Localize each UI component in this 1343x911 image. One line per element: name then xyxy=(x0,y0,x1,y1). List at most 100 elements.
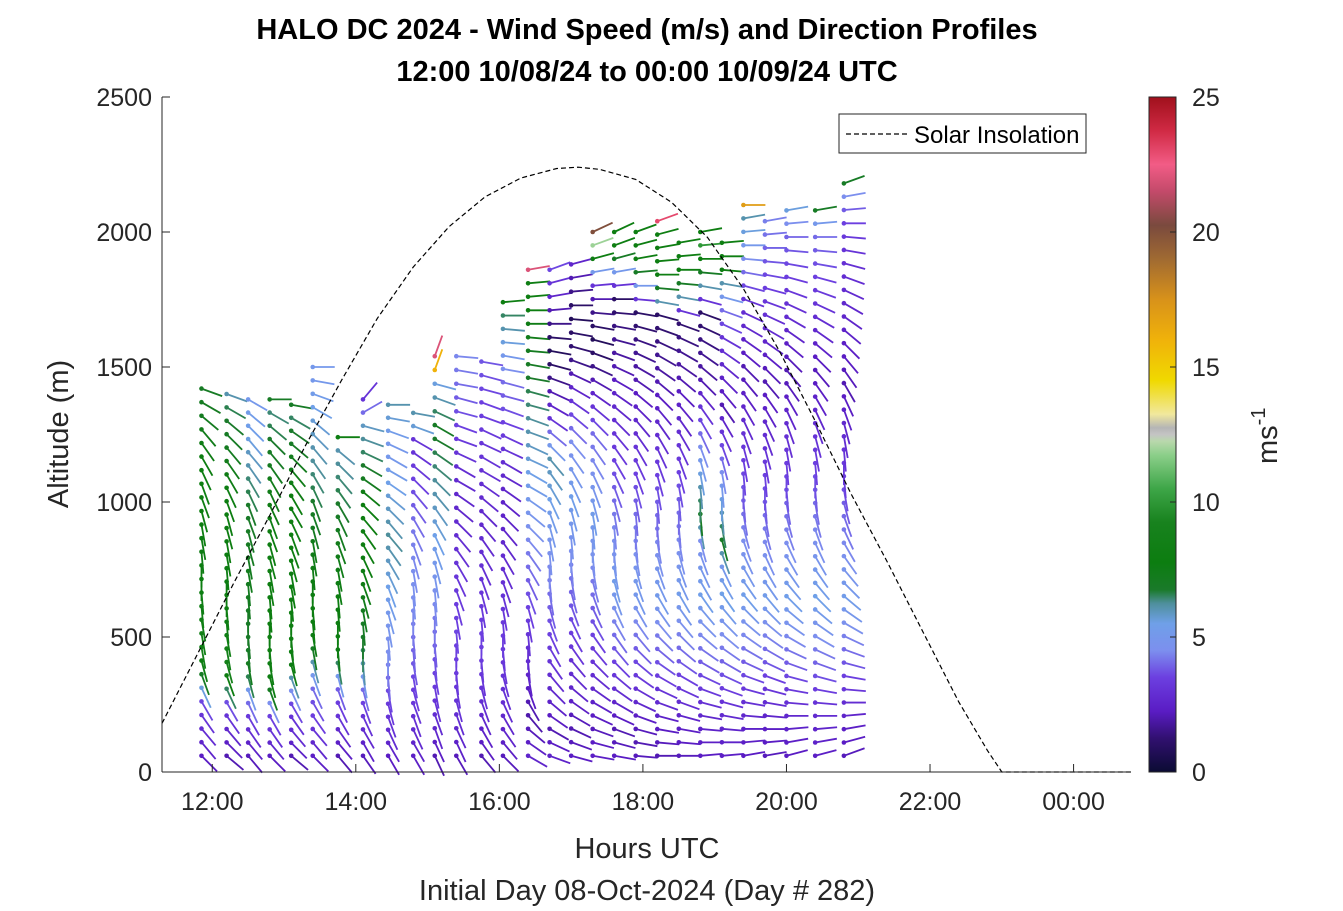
wind-vector-head xyxy=(288,727,294,733)
wind-vector-head xyxy=(741,525,746,530)
wind-vector-shaft xyxy=(311,527,320,550)
wind-vector-shaft xyxy=(843,175,865,185)
wind-vector-shaft xyxy=(312,755,329,772)
wind-vector-shaft xyxy=(721,727,744,732)
wind-vector-head xyxy=(762,245,768,251)
wind-vector-head xyxy=(841,287,847,293)
wind-vector-head xyxy=(698,417,703,423)
wind-vector-head xyxy=(224,565,229,571)
wind-vector-shaft xyxy=(785,382,800,402)
wind-vector-head xyxy=(698,592,703,597)
wind-vector-head xyxy=(762,339,768,344)
wind-vector-head xyxy=(432,491,438,497)
wind-vector-shaft xyxy=(764,581,779,601)
wind-vector-head xyxy=(479,440,484,446)
wind-vector-shaft xyxy=(699,607,716,626)
wind-vector-shaft xyxy=(764,714,787,719)
wind-vector-head xyxy=(841,740,847,745)
wind-vector-head xyxy=(547,645,552,651)
wind-vector-head xyxy=(453,588,459,593)
wind-vector-head xyxy=(547,510,552,516)
wind-vector-shaft xyxy=(843,608,863,623)
wind-vector-head xyxy=(812,460,818,466)
wind-vector-shaft xyxy=(247,689,257,711)
wind-vector-shaft xyxy=(362,557,374,579)
wind-vector-head xyxy=(590,471,595,477)
wind-vector-shaft xyxy=(502,515,520,532)
wind-vector-head xyxy=(698,726,703,732)
wind-vector-shaft xyxy=(549,741,570,753)
wind-vector-shaft xyxy=(678,295,701,302)
wind-vector-head xyxy=(698,632,703,638)
wind-vector-head xyxy=(500,606,506,612)
wind-vector-head xyxy=(410,740,416,745)
wind-vector-head xyxy=(633,726,639,732)
wind-vector-shaft xyxy=(455,741,467,763)
wind-vector-shaft xyxy=(433,348,444,371)
wind-vector-head xyxy=(611,686,617,691)
wind-vector-shaft xyxy=(613,221,635,233)
wind-vector-shaft xyxy=(635,223,657,233)
wind-vector-shaft xyxy=(721,377,739,394)
wind-vector-shaft xyxy=(613,446,628,466)
wind-vector-head xyxy=(841,234,847,239)
wind-vector-head xyxy=(224,753,229,759)
wind-vector-head xyxy=(310,659,316,665)
wind-vector-head xyxy=(410,582,416,587)
wind-vector-shaft xyxy=(527,687,537,710)
wind-vector-shaft xyxy=(527,336,551,341)
wind-vector-head xyxy=(698,672,703,678)
wind-vector-head xyxy=(500,580,506,585)
wind-vector-shaft xyxy=(502,541,517,561)
wind-vector-shaft xyxy=(764,448,772,470)
wind-vector-head xyxy=(654,325,660,331)
wind-vector-head xyxy=(611,578,617,584)
wind-vector-head xyxy=(385,701,391,707)
wind-vector-head xyxy=(784,514,789,519)
wind-vector-shaft xyxy=(548,553,553,576)
wind-vector-head xyxy=(611,713,617,718)
wind-vector-shaft xyxy=(387,495,406,511)
wind-vector-head xyxy=(547,672,552,678)
wind-vector-shaft xyxy=(570,496,580,518)
wind-vector-shaft xyxy=(362,570,372,592)
x-tick-label: 22:00 xyxy=(899,788,962,816)
wind-vector-shaft xyxy=(337,543,347,565)
wind-vector-head xyxy=(547,699,552,705)
wind-vector-shaft xyxy=(635,714,657,724)
wind-vector-shaft xyxy=(362,400,383,414)
wind-vector-head xyxy=(500,473,506,478)
wind-vector-head xyxy=(611,511,617,517)
wind-vector-head xyxy=(245,542,251,547)
wind-vector-head xyxy=(719,362,725,367)
wind-vector-head xyxy=(841,527,847,532)
wind-vector-head xyxy=(633,337,639,342)
wind-vector-shaft xyxy=(362,755,377,775)
wind-vector-head xyxy=(245,397,251,402)
wind-vector-head xyxy=(547,416,552,421)
wind-vector-shaft xyxy=(362,477,382,492)
wind-vector-head xyxy=(288,519,294,525)
wind-vector-shaft xyxy=(786,205,809,212)
wind-vector-shaft xyxy=(200,497,210,519)
wind-vector-shaft xyxy=(843,542,856,563)
wind-vector-shaft xyxy=(455,465,476,479)
wind-vector-head xyxy=(719,483,725,489)
wind-vector-shaft xyxy=(764,394,779,414)
wind-vector-head xyxy=(267,423,272,429)
wind-vector-head xyxy=(590,646,595,651)
wind-vector-shaft xyxy=(678,727,701,734)
wind-vector-shaft xyxy=(570,359,593,369)
wind-vector-shaft xyxy=(656,661,676,676)
wind-vector-shaft xyxy=(764,674,786,684)
wind-vector-head xyxy=(500,740,506,745)
wind-vector-shaft xyxy=(700,284,723,291)
wind-vector-head xyxy=(245,687,251,693)
wind-vector-head xyxy=(245,502,251,508)
wind-vector-shaft xyxy=(456,396,478,405)
wind-vector-head xyxy=(385,441,391,447)
wind-vector-head xyxy=(698,578,703,584)
wind-vector-head xyxy=(676,740,682,745)
wind-vector-head xyxy=(288,428,294,434)
